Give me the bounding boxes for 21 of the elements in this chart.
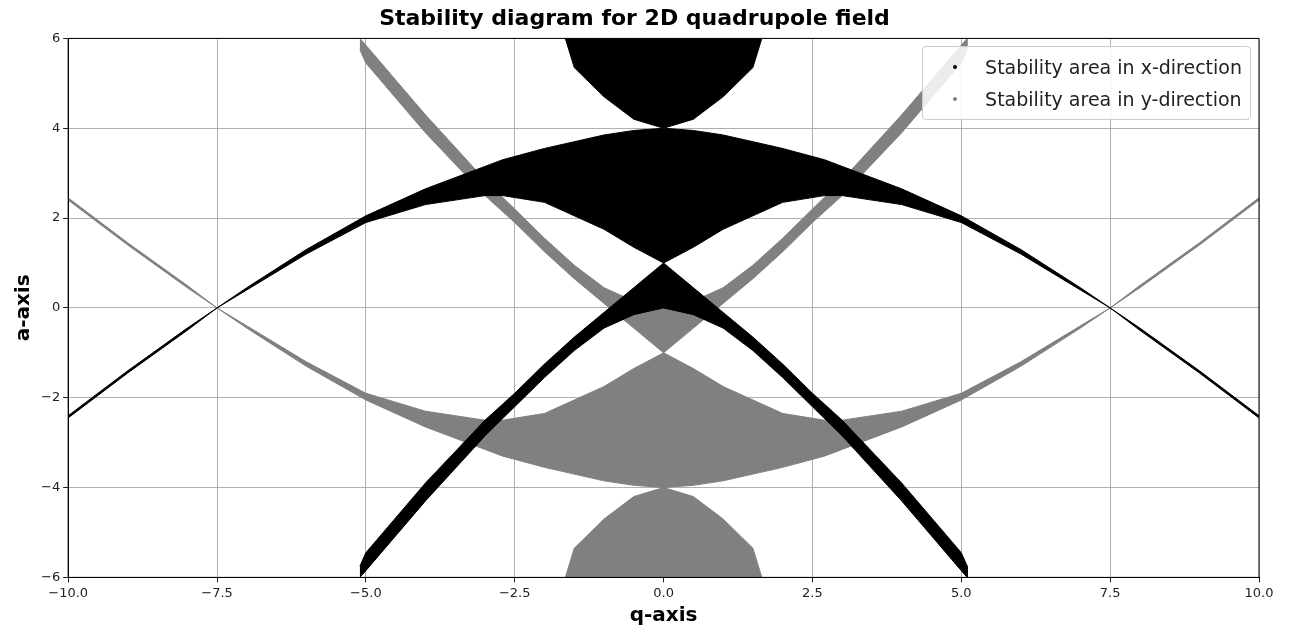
- x-tick-label: 10.0: [1244, 584, 1274, 600]
- y-tick-label: 4: [51, 119, 61, 135]
- y-tick-label: −6: [40, 568, 61, 584]
- y-tick-label: 2: [51, 209, 61, 225]
- x-tick-label: 0.0: [653, 584, 674, 600]
- x-tick-label: 7.5: [1099, 584, 1121, 600]
- x-tick-label: −7.5: [201, 584, 233, 600]
- legend-label: Stability area in y-direction: [985, 87, 1242, 113]
- y-tick-label: −4: [40, 478, 61, 494]
- y-tick-label: 6: [51, 29, 61, 45]
- x-tick-label: −10.0: [48, 584, 89, 600]
- y-axis-title: a-axis: [10, 274, 35, 342]
- chart-title: Stability diagram for 2D quadrupole field: [379, 4, 890, 30]
- y-tick-label: 0: [51, 299, 61, 315]
- x-tick-label: −2.5: [498, 584, 531, 600]
- x-tick-label: 5.0: [950, 584, 972, 600]
- legend-label: Stability area in x-direction: [985, 55, 1242, 81]
- x-tick-label: 2.5: [802, 584, 823, 600]
- x-tick-label: −5.0: [350, 584, 382, 600]
- x-axis-title: q-axis: [629, 602, 698, 627]
- y-tick-label: −2: [40, 389, 61, 405]
